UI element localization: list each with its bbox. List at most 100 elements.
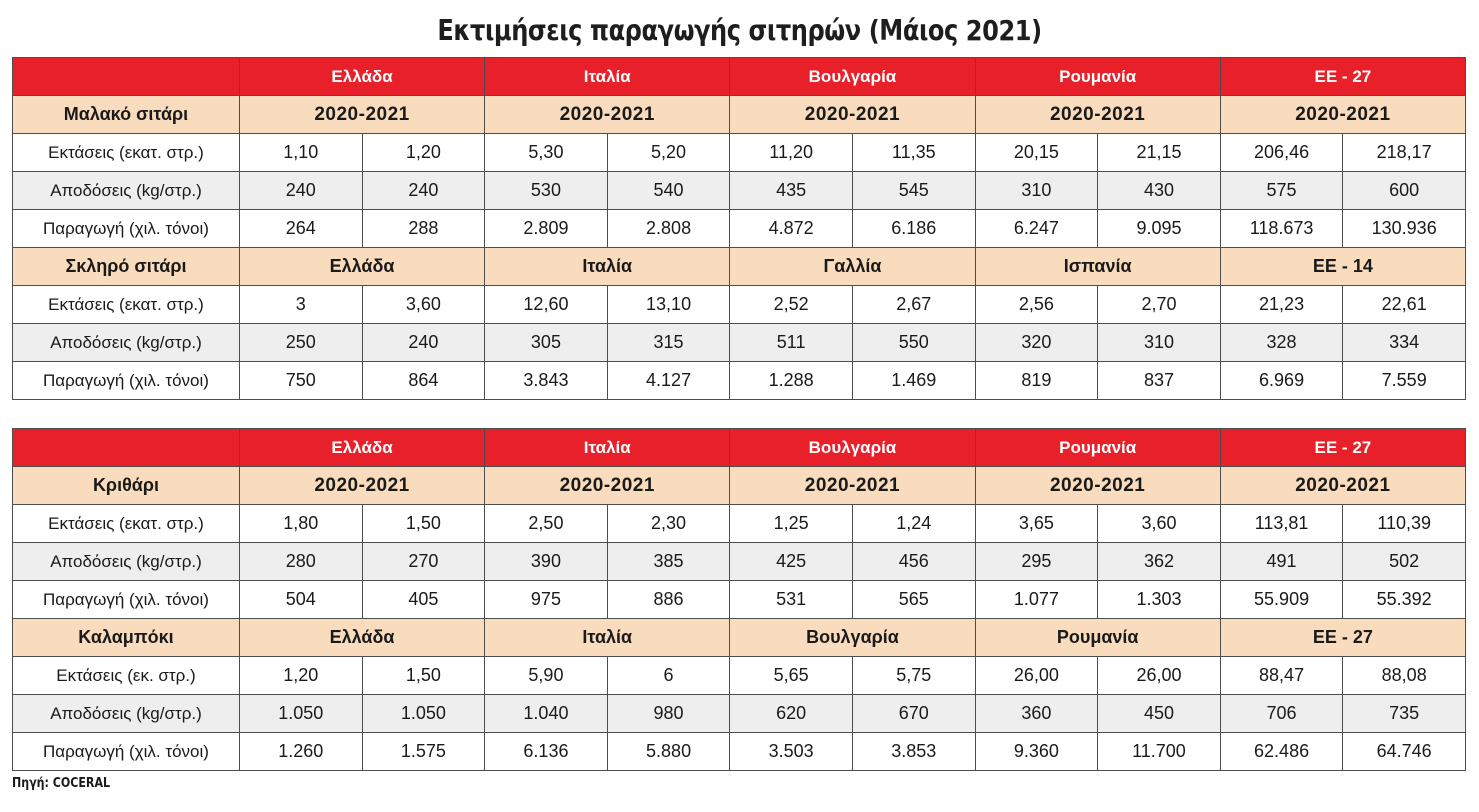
value-cell: 9.095	[1097, 209, 1221, 248]
value-cell: 3.853	[851, 732, 976, 771]
value-cell: 430	[1097, 171, 1221, 210]
value-cell: 1.288	[729, 361, 853, 400]
value-cell: 2,52	[729, 285, 853, 324]
value-cell: 7.559	[1342, 361, 1466, 400]
value-cell: 6.136	[484, 732, 608, 771]
row-label: Αποδόσεις (kg/στρ.)	[12, 323, 240, 362]
value-cell: 310	[1097, 323, 1221, 362]
table-row: Αποδόσεις (kg/στρ.) 1.050 1.050 1.040 980 620…	[12, 694, 1466, 733]
section-subheader: 2020-2021	[238, 466, 486, 505]
row-label: Εκτάσεις (εκατ. στρ.)	[12, 504, 240, 543]
value-cell: 6.186	[851, 209, 976, 248]
table-row: Εκτάσεις (εκατ. στρ.) 3 3,60 12,60 13,10 2,52…	[12, 285, 1466, 324]
crop-section-row: Σκληρό σιτάρι Ελλάδα Ιταλία Γαλλία Ισπανία ΕΕ…	[12, 247, 1467, 286]
value-cell: 600	[1342, 171, 1466, 210]
value-cell: 6	[606, 656, 731, 695]
section-subheader: 2020-2021	[729, 466, 976, 505]
header-blank-cell	[12, 57, 240, 96]
value-cell: 385	[606, 542, 731, 581]
row-label: Παραγωγή (χιλ. τόνοι)	[12, 209, 240, 248]
value-cell: 6.969	[1219, 361, 1344, 400]
source-note: Πηγή: COCERAL	[12, 776, 111, 791]
value-cell: 390	[484, 542, 608, 581]
value-cell: 1.303	[1097, 580, 1221, 619]
crop-name: Σκληρό σιτάρι	[12, 247, 240, 286]
value-cell: 64.746	[1342, 732, 1466, 771]
value-cell: 2,50	[484, 504, 608, 543]
value-cell: 3.843	[484, 361, 608, 400]
value-cell: 55.392	[1342, 580, 1466, 619]
country-header: Ελλάδα	[238, 428, 486, 467]
value-cell: 819	[974, 361, 1099, 400]
section-subheader: Γαλλία	[729, 247, 976, 286]
value-cell: 362	[1097, 542, 1221, 581]
table-row: Αποδόσεις (kg/στρ.) 240 240 530 540 435 545 310…	[12, 171, 1466, 210]
section-subheader: ΕΕ - 27	[1219, 618, 1467, 657]
row-label: Αποδόσεις (kg/στρ.)	[12, 171, 240, 210]
value-cell: 5,20	[606, 133, 731, 172]
section-subheader: 2020-2021	[729, 95, 976, 134]
value-cell: 530	[484, 171, 608, 210]
wheat-table: Ελλάδα Ιταλία Βουλγαρία Ρουμανία ΕΕ - 27 Μαλα…	[12, 57, 1467, 400]
value-cell: 11,35	[851, 133, 976, 172]
value-cell: 565	[851, 580, 976, 619]
value-cell: 130.936	[1342, 209, 1466, 248]
value-cell: 20,15	[974, 133, 1099, 172]
value-cell: 670	[851, 694, 976, 733]
country-header: Βουλγαρία	[729, 428, 976, 467]
value-cell: 4.872	[729, 209, 853, 248]
value-cell: 88,47	[1219, 656, 1344, 695]
row-label: Παραγωγή (χιλ. τόνοι)	[12, 361, 240, 400]
value-cell: 864	[361, 361, 486, 400]
value-cell: 62.486	[1219, 732, 1344, 771]
table-row: Αποδόσεις (kg/στρ.) 280 270 390 385 425 456 295…	[12, 542, 1466, 581]
value-cell: 3,60	[361, 285, 486, 324]
value-cell: 310	[974, 171, 1099, 210]
value-cell: 1.040	[484, 694, 608, 733]
barley-corn-table: Ελλάδα Ιταλία Βουλγαρία Ρουμανία ΕΕ - 27 Κριθ…	[12, 428, 1467, 771]
section-subheader: 2020-2021	[974, 466, 1221, 505]
value-cell: 5,65	[729, 656, 853, 695]
country-header: Βουλγαρία	[729, 57, 976, 96]
section-subheader: 2020-2021	[484, 95, 731, 134]
value-cell: 425	[729, 542, 853, 581]
country-header: Ιταλία	[484, 57, 731, 96]
value-cell: 3.503	[729, 732, 853, 771]
value-cell: 1.469	[851, 361, 976, 400]
row-label: Αποδόσεις (kg/στρ.)	[12, 694, 240, 733]
value-cell: 545	[851, 171, 976, 210]
value-cell: 305	[484, 323, 608, 362]
country-header: Ρουμανία	[974, 428, 1221, 467]
value-cell: 6.247	[974, 209, 1099, 248]
table-row: Παραγωγή (χιλ. τόνοι) 264 288 2.809 2.808 4.8…	[12, 209, 1466, 248]
row-label: Παραγωγή (χιλ. τόνοι)	[12, 580, 240, 619]
value-cell: 240	[361, 323, 486, 362]
value-cell: 240	[238, 171, 363, 210]
section-subheader: 2020-2021	[1219, 466, 1467, 505]
value-cell: 502	[1342, 542, 1466, 581]
value-cell: 2,67	[851, 285, 976, 324]
value-cell: 320	[974, 323, 1099, 362]
table-row: Παραγωγή (χιλ. τόνοι) 504 405 975 886 531 565 1…	[12, 580, 1466, 619]
value-cell: 2.809	[484, 209, 608, 248]
section-subheader: 2020-2021	[974, 95, 1221, 134]
country-header: ΕΕ - 27	[1219, 428, 1467, 467]
value-cell: 620	[729, 694, 853, 733]
crop-name: Καλαμπόκι	[12, 618, 240, 657]
value-cell: 980	[606, 694, 731, 733]
value-cell: 3	[238, 285, 363, 324]
value-cell: 5,90	[484, 656, 608, 695]
value-cell: 5,75	[851, 656, 976, 695]
country-header: Ελλάδα	[238, 57, 486, 96]
crop-name: Κριθάρι	[12, 466, 240, 505]
value-cell: 750	[238, 361, 363, 400]
section-subheader: Ελλάδα	[238, 618, 486, 657]
value-cell: 706	[1219, 694, 1344, 733]
section-subheader: Ρουμανία	[974, 618, 1221, 657]
value-cell: 837	[1097, 361, 1221, 400]
value-cell: 110,39	[1342, 504, 1466, 543]
value-cell: 295	[974, 542, 1099, 581]
section-subheader: 2020-2021	[1219, 95, 1467, 134]
value-cell: 1.575	[361, 732, 486, 771]
value-cell: 550	[851, 323, 976, 362]
